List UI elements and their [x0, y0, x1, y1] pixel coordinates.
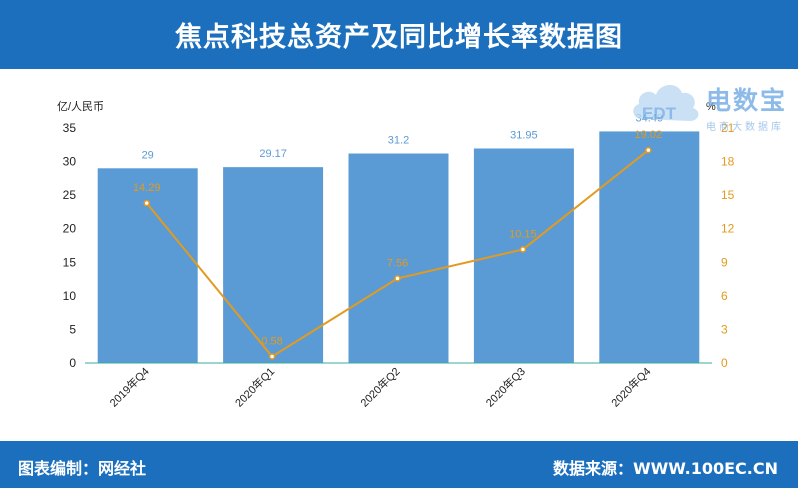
- y-axis-title: 亿/人民币: [57, 100, 104, 113]
- y-tick-label: 15: [63, 255, 77, 269]
- footer-bar: 图表编制：网经社 数据来源：WWW.100EC.CN: [0, 441, 798, 488]
- growth-value-label: 0.58: [261, 336, 282, 348]
- growth-point: [143, 199, 150, 207]
- bar: [599, 131, 700, 363]
- bar-value-label: 29: [142, 149, 154, 161]
- logo-subtitle: 电商大数据库: [706, 122, 784, 133]
- y2-tick-label: 9: [721, 255, 728, 269]
- brand-logo: EDT 电数宝 电商大数据库: [628, 75, 793, 135]
- growth-point: [394, 275, 401, 282]
- y-tick-label: 20: [63, 222, 77, 236]
- chart-svg: 亿/人民币 % 0 5 10 15 20 25 30 35 0 3 6 9 12 15 18 21 29 29.17 3…: [57, 100, 735, 410]
- x-tick-label: 2019年Q4: [106, 364, 151, 409]
- y-tick-label: 25: [63, 188, 77, 202]
- x-tick-label: 2020年Q1: [232, 364, 277, 409]
- x-tick-label: 2020年Q2: [357, 364, 402, 409]
- footer-credit: 图表编制：网经社: [18, 459, 147, 478]
- growth-value-label: 10.15: [509, 228, 537, 240]
- y2-tick-label: 0: [721, 356, 728, 370]
- logo-title: 电数宝: [706, 86, 788, 115]
- chart-area: 亿/人民币% 0 5 10 15 20 25 30 35 0 3 6 9 12 15 18 21 29 29.17 3…: [0, 69, 798, 441]
- bar: [473, 148, 574, 363]
- logo-icon-text: EDT: [642, 104, 677, 123]
- bar-value-label: 29.17: [259, 148, 287, 160]
- growth-point: [268, 353, 276, 360]
- bar: [97, 168, 198, 363]
- y-tick-label: 35: [63, 121, 77, 135]
- y-tick-label: 0: [69, 356, 76, 370]
- x-tick-label: 2020年Q3: [483, 364, 528, 409]
- y2-tick-label: 12: [721, 222, 735, 236]
- y-tick-label: 30: [63, 155, 77, 169]
- footer-source: 数据来源：WWW.100EC.CN: [552, 459, 778, 478]
- y-tick-label: 10: [63, 289, 77, 303]
- bar-value-label: 31.95: [510, 129, 538, 141]
- bar-value-label: 31.2: [388, 135, 409, 147]
- y2-tick-label: 6: [721, 289, 728, 303]
- y2-tick-label: 3: [721, 322, 728, 336]
- y2-tick-label: 15: [721, 188, 735, 202]
- y2-axis-title: %: [706, 101, 716, 113]
- growth-point: [519, 246, 527, 253]
- y2-tick-label: 21: [721, 121, 735, 135]
- header-bar: 焦点科技总资产及同比增长率数据图: [0, 0, 798, 69]
- growth-point: [645, 146, 652, 154]
- y2-tick-label: 18: [721, 155, 735, 169]
- growth-value-label: 7.56: [387, 257, 408, 269]
- x-tick-label: 2020年Q4: [608, 364, 653, 409]
- bar: [223, 167, 324, 363]
- bar: [348, 153, 449, 363]
- cloud-icon: EDT: [633, 84, 699, 123]
- y-tick-label: 5: [69, 322, 76, 336]
- growth-value-label: 14.29: [133, 182, 161, 194]
- page-title: 焦点科技总资产及同比增长率数据图: [175, 22, 623, 53]
- growth-value-label: 19.02: [635, 129, 663, 141]
